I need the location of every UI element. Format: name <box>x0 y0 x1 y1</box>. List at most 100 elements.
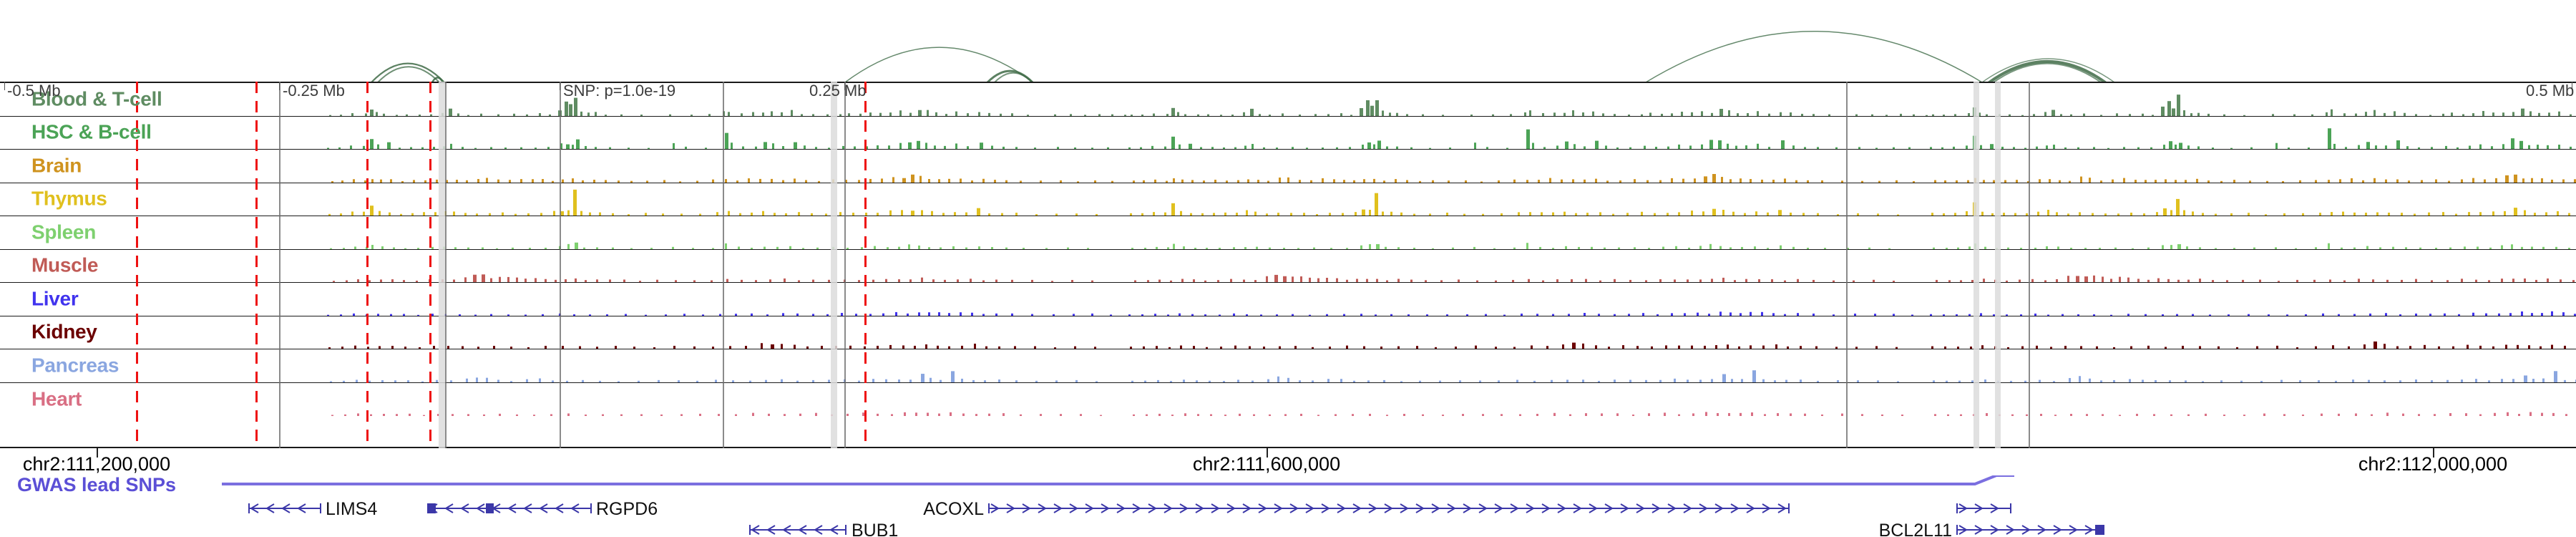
strand-arrow-icon <box>1226 503 1236 513</box>
strand-arrow-icon <box>1415 503 1425 513</box>
strand-arrow-icon <box>1636 503 1645 513</box>
strand-arrow-icon <box>990 503 1000 513</box>
coord-label: chr2:111,200,000 <box>22 453 171 475</box>
strand-arrow-icon <box>2021 525 2031 535</box>
strand-arrow-icon <box>1958 503 1968 513</box>
strand-arrow-icon <box>1990 503 1999 513</box>
loop-arc <box>1981 58 2115 83</box>
strand-arrow-icon <box>297 503 306 513</box>
track-label-blood-t-cell: Blood & T-cell <box>31 87 162 110</box>
strand-arrow-icon <box>555 503 564 513</box>
strand-arrow-icon <box>1321 503 1330 513</box>
coord-label: chr2:111,600,000 <box>1192 453 1341 475</box>
coord-tick <box>2433 448 2434 458</box>
coord-tick <box>97 448 98 458</box>
track-thymus[interactable]: Thymus <box>0 183 2576 216</box>
strand-arrow-icon <box>1573 503 1582 513</box>
strand-arrow-icon <box>1179 503 1189 513</box>
strand-arrow-icon <box>281 503 291 513</box>
chromatin-loop-arc-track <box>0 0 2576 83</box>
strand-arrow-icon <box>1974 525 1984 535</box>
strand-arrow-icon <box>1101 503 1110 513</box>
track-signal-blood-t-cell <box>0 87 2576 116</box>
strand-arrow-icon <box>2006 525 2015 535</box>
gwas-lead-snp-track[interactable]: GWAS lead SNPs <box>0 475 2576 503</box>
track-label-liver: Liver <box>31 287 79 310</box>
gene-annotation-track[interactable]: LIMS4 RGPD6 BUB1 ACOXL BCL2L11 <box>0 497 2576 537</box>
strand-arrow-icon <box>2053 525 2062 535</box>
strand-arrow-icon <box>1589 503 1598 513</box>
loop-arc <box>431 77 444 83</box>
track-heart[interactable]: Heart <box>0 383 2576 416</box>
gwas-lead-snps-label: GWAS lead SNPs <box>17 474 177 495</box>
strand-arrow-icon <box>814 525 823 535</box>
track-kidney[interactable]: Kidney <box>0 316 2576 349</box>
strand-arrow-icon <box>476 503 485 513</box>
strand-arrow-icon <box>1447 503 1456 513</box>
strand-arrow-icon <box>1762 503 1771 513</box>
strand-arrow-icon <box>1777 503 1787 513</box>
strand-arrow-icon <box>1667 503 1677 513</box>
coord-label: chr2:112,000,000 <box>2358 453 2508 475</box>
track-signal-muscle <box>0 253 2576 282</box>
track-liver[interactable]: Liver <box>0 283 2576 316</box>
strand-arrow-icon <box>1541 503 1551 513</box>
strand-arrow-icon <box>751 525 760 535</box>
gene-label[interactable]: RGPD6 <box>596 499 658 519</box>
track-signal-hsc-b-cell <box>0 120 2576 149</box>
strand-arrow-icon <box>1305 503 1314 513</box>
strand-arrow-icon <box>1683 503 1692 513</box>
loop-arc <box>1645 31 1983 83</box>
loop-arc <box>844 47 1034 83</box>
strand-arrow-icon <box>444 503 454 513</box>
track-pancreas[interactable]: Pancreas <box>0 349 2576 383</box>
track-hsc-b-cell[interactable]: HSC & B-cell <box>0 117 2576 150</box>
track-spleen[interactable]: Spleen <box>0 216 2576 250</box>
strand-arrow-icon <box>1337 503 1346 513</box>
track-label-pancreas: Pancreas <box>31 354 119 377</box>
strand-arrow-icon <box>570 503 580 513</box>
track-label-heart: Heart <box>31 387 82 410</box>
strand-arrow-icon <box>1990 525 1999 535</box>
track-label-thymus: Thymus <box>31 187 107 210</box>
strand-arrow-icon <box>2069 525 2078 535</box>
track-blood-t-cell[interactable]: Blood & T-cell <box>0 83 2576 117</box>
strand-arrow-icon <box>1022 503 1031 513</box>
strand-arrow-icon <box>1730 503 1740 513</box>
strand-arrow-icon <box>1195 503 1204 513</box>
strand-arrow-icon <box>2037 525 2046 535</box>
strand-arrow-icon <box>265 503 275 513</box>
strand-arrow-icon <box>1526 503 1535 513</box>
gene-exon <box>486 503 494 513</box>
loop-arc <box>377 66 440 83</box>
strand-arrow-icon <box>1699 503 1708 513</box>
strand-arrow-icon <box>798 525 807 535</box>
gene-exon <box>429 503 436 513</box>
track-signal-brain <box>0 154 2576 183</box>
loop-arc <box>370 62 446 83</box>
strand-arrow-icon <box>1400 503 1409 513</box>
gene-label[interactable]: BUB1 <box>852 521 898 537</box>
strand-arrow-icon <box>1604 503 1614 513</box>
strand-arrow-icon <box>1510 503 1519 513</box>
track-signal-thymus <box>0 187 2576 216</box>
strand-arrow-icon <box>1053 503 1063 513</box>
loop-arc <box>1988 59 2107 83</box>
strand-arrow-icon <box>766 525 776 535</box>
track-signal-kidney <box>0 320 2576 349</box>
strand-arrow-icon <box>1431 503 1440 513</box>
strand-arrow-icon <box>1258 503 1267 513</box>
strand-arrow-icon <box>829 525 839 535</box>
gene-label[interactable]: BCL2L11 <box>1879 521 1952 537</box>
gene-label[interactable]: ACOXL <box>923 499 984 519</box>
strand-arrow-icon <box>1148 503 1157 513</box>
genomic-coordinate-axis: chr2:111,200,000 chr2:111,600,000 chr2:112… <box>0 448 2576 480</box>
strand-arrow-icon <box>1085 503 1094 513</box>
track-signal-pancreas <box>0 354 2576 382</box>
strand-arrow-icon <box>1163 503 1173 513</box>
track-muscle[interactable]: Muscle <box>0 250 2576 283</box>
strand-arrow-icon <box>782 525 791 535</box>
strand-arrow-icon <box>1746 503 1755 513</box>
gene-label[interactable]: LIMS4 <box>326 499 377 519</box>
track-brain[interactable]: Brain <box>0 150 2576 183</box>
